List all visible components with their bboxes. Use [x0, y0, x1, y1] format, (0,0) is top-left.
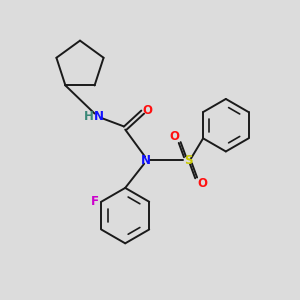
Text: F: F	[91, 195, 99, 208]
Text: N: N	[141, 154, 151, 167]
Text: O: O	[197, 177, 207, 190]
Text: N: N	[93, 110, 103, 123]
Text: O: O	[142, 104, 152, 117]
Text: H: H	[84, 110, 94, 123]
Text: S: S	[184, 154, 192, 167]
Text: O: O	[169, 130, 179, 143]
